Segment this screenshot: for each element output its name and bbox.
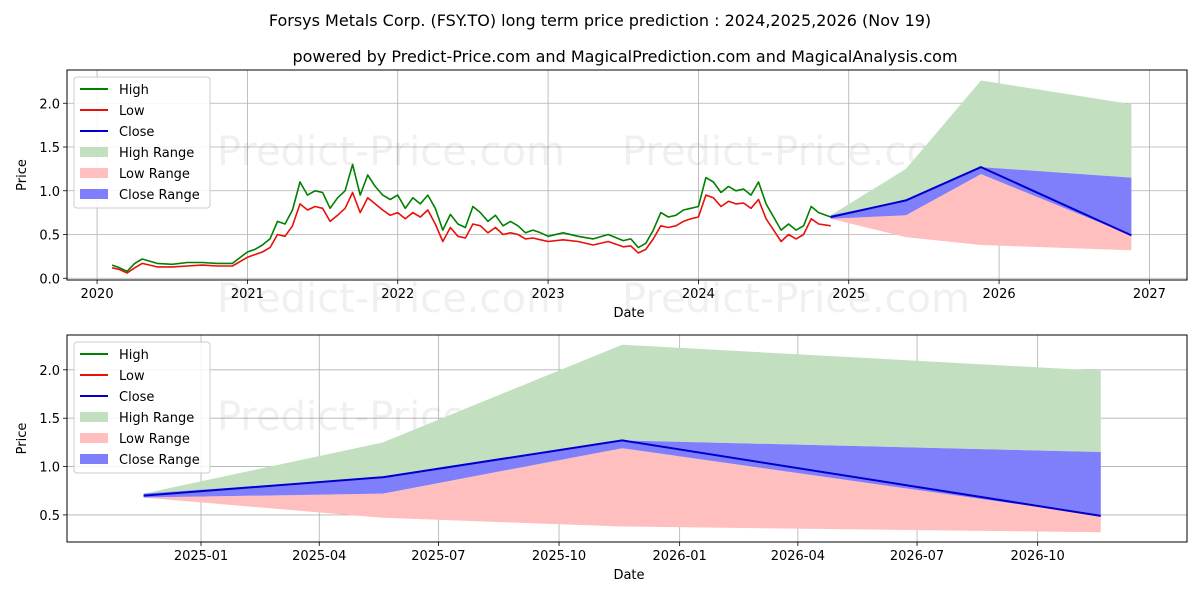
x-axis-label: Date — [613, 568, 644, 583]
high-range-area — [143, 344, 1101, 494]
legend-label: High — [119, 83, 149, 98]
legend-label: Low — [119, 369, 145, 384]
legend-label: High — [119, 348, 149, 363]
y-tick-label: 2.0 — [39, 364, 60, 379]
close-forecast-line — [143, 439, 1101, 517]
legend-swatch — [80, 454, 108, 464]
axis-ticks: 2025-01 2025-04 2025-07 2025-10 2026-01 2026-… — [39, 364, 1065, 564]
y-tick-label: 0.5 — [39, 229, 60, 244]
watermark-text: Predict-Price.com — [217, 129, 565, 175]
chart-title: Forsys Metals Corp. (FSY.TO) long term p… — [269, 11, 931, 30]
x-tick-label: 2026-07 — [890, 549, 944, 564]
y-tick-label: 1.5 — [39, 412, 60, 427]
legend-swatch — [80, 433, 108, 443]
low-range-area — [143, 448, 1101, 533]
x-tick-label: 2026 — [983, 287, 1016, 302]
legend-label: Close — [119, 125, 154, 140]
high-series-line — [111, 163, 831, 273]
x-tick-label: 2023 — [532, 287, 565, 302]
legend-label: Close Range — [119, 188, 200, 203]
y-axis-label: Price — [15, 159, 30, 191]
x-tick-label: 2025-01 — [174, 549, 228, 564]
y-tick-label: 0.0 — [39, 272, 60, 287]
close-range-area — [143, 440, 1101, 516]
plot-area — [111, 80, 1132, 274]
y-tick-label: 1.5 — [39, 141, 60, 156]
x-axis-label: Date — [613, 306, 644, 321]
high-range-area — [830, 80, 1132, 216]
bottom-panel: Predict-Price.comPredict-Price.com2025-0… — [15, 334, 1188, 583]
watermark-text: Predict-Price.com — [622, 276, 970, 322]
close-range-area — [830, 167, 1132, 236]
y-tick-label: 1.0 — [39, 185, 60, 200]
x-tick-label: 2025 — [832, 287, 865, 302]
legend-label: Low Range — [119, 432, 190, 447]
y-tick-label: 1.0 — [39, 461, 60, 476]
chart-subtitle: powered by Predict-Price.com and Magical… — [292, 47, 957, 66]
x-tick-label: 2024 — [682, 287, 715, 302]
plot-frame — [66, 334, 1188, 543]
x-tick-label: 2025-04 — [292, 549, 346, 564]
x-tick-label: 2022 — [381, 287, 414, 302]
legend-label: High Range — [119, 411, 194, 426]
legend: High Low Close High Range Low Range Close Ran… — [73, 76, 211, 209]
x-tick-label: 2027 — [1133, 287, 1166, 302]
y-tick-label: 2.0 — [39, 97, 60, 112]
watermark-text: Predict-Price.com — [217, 276, 565, 322]
plot-area — [143, 344, 1101, 533]
x-tick-label: 2026-10 — [1011, 549, 1065, 564]
close-forecast-line — [830, 166, 1132, 237]
x-tick-label: 2025-10 — [532, 549, 586, 564]
legend: High Low Close High Range Low Range Close Ran… — [73, 341, 211, 474]
plot-frame — [66, 69, 1188, 281]
y-axis-label: Price — [15, 423, 30, 455]
x-tick-label: 2020 — [81, 287, 114, 302]
x-tick-label: 2026-01 — [652, 549, 706, 564]
low-series-line — [111, 191, 831, 274]
low-range-area — [830, 174, 1132, 251]
legend-label: High Range — [119, 146, 194, 161]
legend-label: Close — [119, 390, 154, 405]
x-tick-label: 2025-07 — [411, 549, 465, 564]
legend-label: Low Range — [119, 167, 190, 182]
legend-swatch — [80, 147, 108, 157]
legend-swatch — [80, 168, 108, 178]
x-tick-label: 2021 — [231, 287, 264, 302]
x-tick-label: 2026-04 — [771, 549, 825, 564]
legend-swatch — [80, 412, 108, 422]
legend-label: Close Range — [119, 453, 200, 468]
axis-ticks: 2020 2021 2022 2023 2024 2025 2026 2027 0.0 0.5 1.… — [39, 97, 1166, 302]
y-tick-label: 0.5 — [39, 509, 60, 524]
legend-swatch — [80, 189, 108, 199]
legend-label: Low — [119, 104, 145, 119]
